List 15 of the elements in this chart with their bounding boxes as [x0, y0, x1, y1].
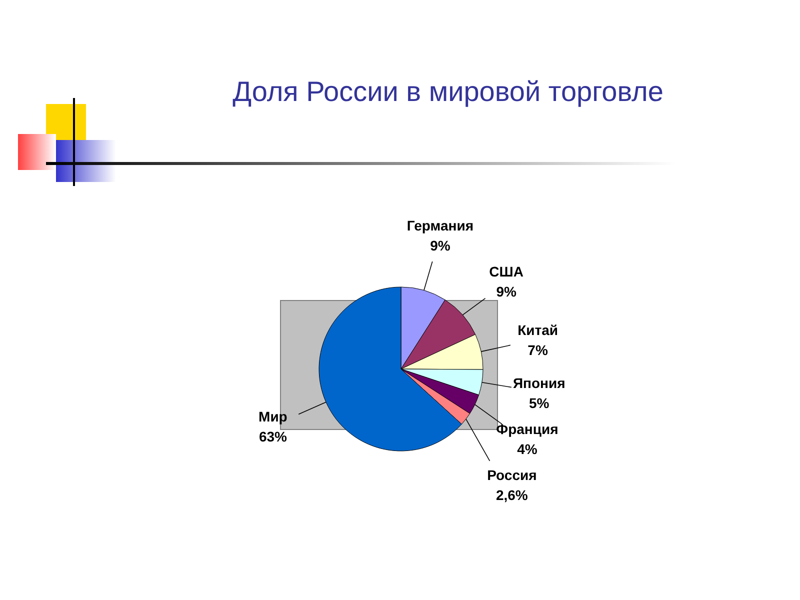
- data-label: 2,6%: [496, 486, 528, 503]
- slice-label: Франция: [496, 420, 558, 437]
- slice-label: Япония: [512, 374, 566, 391]
- data-label: 9%: [430, 238, 451, 254]
- slice-label: Китай: [518, 322, 558, 338]
- data-label: 9%: [496, 284, 517, 300]
- slice-label: Россия: [487, 466, 537, 483]
- data-label: 7%: [528, 342, 548, 358]
- chart-title: Доля России в мировой торговле: [232, 76, 664, 108]
- data-label: 5%: [529, 394, 550, 411]
- slice-label: Германия: [406, 218, 474, 234]
- data-label: 4%: [517, 440, 538, 457]
- slice-label: США: [489, 264, 524, 280]
- data-label: 63%: [258, 428, 288, 445]
- slice-label: Мир: [258, 408, 288, 425]
